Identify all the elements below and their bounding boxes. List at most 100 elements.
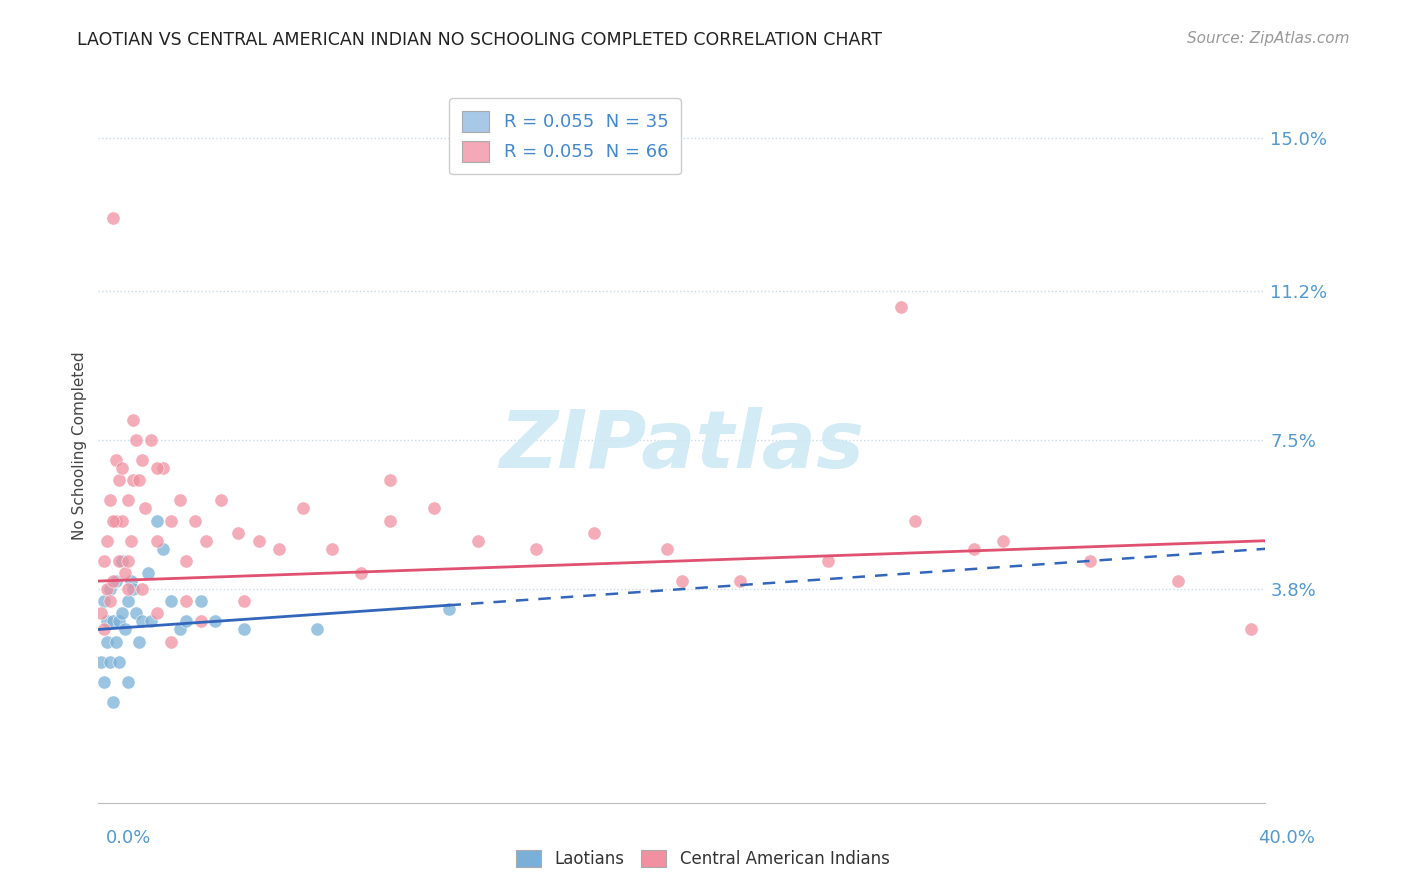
Point bbox=[128, 634, 150, 648]
Legend: Laotians, Central American Indians: Laotians, Central American Indians bbox=[510, 843, 896, 875]
Point bbox=[120, 574, 142, 588]
Point bbox=[117, 594, 139, 608]
Point bbox=[169, 493, 191, 508]
Text: 0.0%: 0.0% bbox=[105, 829, 150, 847]
Point bbox=[111, 514, 134, 528]
Point bbox=[98, 655, 121, 669]
Point bbox=[108, 655, 131, 669]
Point bbox=[228, 525, 250, 540]
Point bbox=[190, 615, 212, 629]
Point bbox=[108, 473, 131, 487]
Point bbox=[93, 554, 115, 568]
Point bbox=[437, 602, 460, 616]
Point bbox=[904, 514, 927, 528]
Point bbox=[1240, 623, 1263, 637]
Point bbox=[114, 566, 136, 580]
Point bbox=[204, 615, 226, 629]
Point bbox=[122, 413, 145, 427]
Point bbox=[117, 674, 139, 689]
Point bbox=[160, 594, 183, 608]
Point bbox=[174, 615, 197, 629]
Point bbox=[96, 533, 118, 548]
Point bbox=[117, 554, 139, 568]
Point bbox=[114, 623, 136, 637]
Point bbox=[122, 582, 145, 596]
Point bbox=[120, 533, 142, 548]
Point bbox=[146, 533, 169, 548]
Y-axis label: No Schooling Completed: No Schooling Completed bbox=[72, 351, 87, 541]
Point bbox=[96, 615, 118, 629]
Point bbox=[117, 493, 139, 508]
Point bbox=[146, 514, 169, 528]
Text: ZIPatlas: ZIPatlas bbox=[499, 407, 865, 485]
Point bbox=[125, 607, 148, 621]
Point bbox=[96, 582, 118, 596]
Point bbox=[93, 674, 115, 689]
Point bbox=[101, 574, 124, 588]
Point bbox=[146, 607, 169, 621]
Point bbox=[247, 533, 270, 548]
Point bbox=[108, 615, 131, 629]
Point bbox=[104, 453, 127, 467]
Point bbox=[136, 566, 159, 580]
Point bbox=[117, 582, 139, 596]
Point bbox=[139, 433, 162, 447]
Point bbox=[96, 634, 118, 648]
Point bbox=[467, 533, 489, 548]
Point bbox=[111, 461, 134, 475]
Point bbox=[104, 514, 127, 528]
Point bbox=[134, 501, 156, 516]
Point bbox=[98, 582, 121, 596]
Point bbox=[183, 514, 205, 528]
Point bbox=[657, 541, 679, 556]
Point bbox=[991, 533, 1014, 548]
Point bbox=[131, 453, 153, 467]
Point bbox=[125, 433, 148, 447]
Point bbox=[128, 473, 150, 487]
Point bbox=[111, 554, 134, 568]
Point bbox=[233, 594, 256, 608]
Point bbox=[233, 623, 256, 637]
Point bbox=[321, 541, 343, 556]
Point bbox=[101, 615, 124, 629]
Point bbox=[160, 634, 183, 648]
Point bbox=[146, 461, 169, 475]
Point bbox=[108, 554, 131, 568]
Point bbox=[90, 655, 112, 669]
Point bbox=[524, 541, 547, 556]
Point bbox=[671, 574, 693, 588]
Point bbox=[380, 473, 402, 487]
Point bbox=[93, 623, 115, 637]
Point bbox=[423, 501, 446, 516]
Point bbox=[174, 554, 197, 568]
Point bbox=[1080, 554, 1102, 568]
Point bbox=[104, 634, 127, 648]
Point bbox=[160, 514, 183, 528]
Point bbox=[152, 541, 174, 556]
Text: LAOTIAN VS CENTRAL AMERICAN INDIAN NO SCHOOLING COMPLETED CORRELATION CHART: LAOTIAN VS CENTRAL AMERICAN INDIAN NO SC… bbox=[77, 31, 883, 49]
Point bbox=[101, 514, 124, 528]
Point bbox=[101, 695, 124, 709]
Point bbox=[98, 594, 121, 608]
Point bbox=[817, 554, 839, 568]
Point bbox=[139, 615, 162, 629]
Point bbox=[890, 300, 912, 314]
Point bbox=[1167, 574, 1189, 588]
Point bbox=[583, 525, 606, 540]
Point bbox=[350, 566, 373, 580]
Point bbox=[90, 607, 112, 621]
Point bbox=[101, 211, 124, 226]
Point bbox=[131, 582, 153, 596]
Point bbox=[209, 493, 232, 508]
Point bbox=[307, 623, 329, 637]
Point bbox=[269, 541, 291, 556]
Point bbox=[111, 607, 134, 621]
Point bbox=[169, 623, 191, 637]
Point bbox=[131, 615, 153, 629]
Point bbox=[174, 594, 197, 608]
Point bbox=[291, 501, 314, 516]
Point bbox=[104, 574, 127, 588]
Point bbox=[380, 514, 402, 528]
Point bbox=[962, 541, 984, 556]
Text: 40.0%: 40.0% bbox=[1258, 829, 1315, 847]
